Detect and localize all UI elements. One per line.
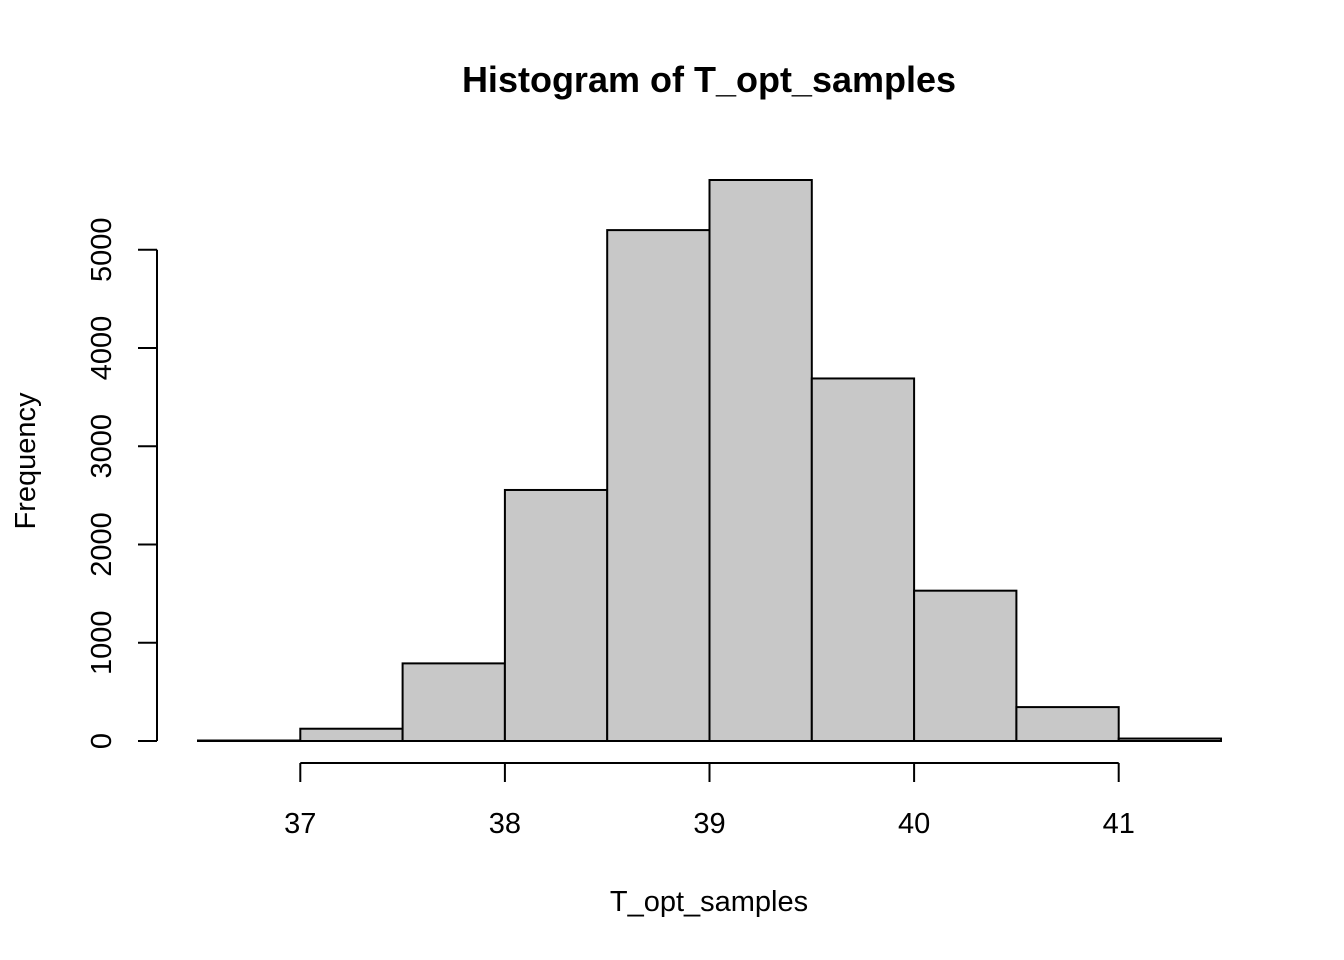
histogram-bar	[401, 662, 506, 743]
y-tick-label: 5000	[86, 217, 118, 282]
x-tick-label: 41	[1103, 808, 1135, 840]
y-tick-label: 1000	[86, 610, 118, 675]
histogram-bar	[503, 488, 609, 742]
histogram-bar	[606, 229, 711, 742]
x-axis: 37 38 39 40 41	[284, 762, 1135, 840]
histogram-bar	[810, 377, 916, 742]
histogram-bar	[913, 589, 1018, 742]
histogram-bar	[708, 179, 813, 742]
y-tick-label: 3000	[86, 414, 118, 479]
x-tick-label: 38	[489, 808, 521, 840]
bars-group	[197, 179, 1222, 743]
x-tick-label: 39	[693, 808, 725, 840]
y-tick-label: 2000	[86, 512, 118, 577]
x-tick-label: 40	[898, 808, 930, 840]
x-axis-label: T_opt_samples	[610, 886, 808, 918]
y-axis-label: Frequency	[10, 392, 42, 530]
chart-title: Histogram of T_opt_samples	[462, 59, 956, 100]
y-axis: 0 1000 2000 3000 4000 5000	[86, 217, 158, 749]
x-tick-label: 37	[284, 808, 316, 840]
histogram-bar	[1117, 737, 1222, 742]
histogram-bar	[299, 727, 404, 743]
y-tick-label: 0	[86, 733, 118, 749]
histogram-bar	[1015, 706, 1120, 742]
y-tick-label: 4000	[86, 316, 118, 381]
histogram-bar	[197, 739, 302, 743]
